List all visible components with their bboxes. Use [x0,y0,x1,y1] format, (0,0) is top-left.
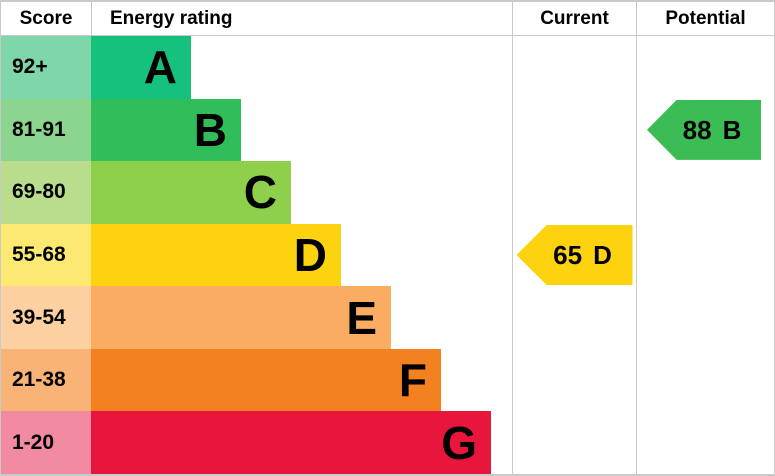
current-cell [512,348,636,412]
rating-letter: C [243,166,277,219]
rating-row: 69-80 C [1,161,774,224]
current-cell [512,411,636,474]
rating-rows: 92+ A 81-91 B 88 B 69-80 C 55-68 [1,36,774,474]
bar-area: G [91,411,512,474]
rating-bar: B [91,98,241,162]
rating-letter: B [193,103,227,156]
rating-bar: A [91,36,191,99]
rating-row: 39-54 E [1,286,774,349]
rating-letter: F [398,354,427,407]
score-range: 55-68 [1,223,91,287]
potential-rating-letter: B [722,114,742,145]
rating-row: 1-20 G [1,411,774,474]
score-range: 39-54 [1,286,91,349]
potential-score-value: 88 [682,114,712,145]
rating-letter: G [441,416,477,469]
potential-cell [636,223,774,287]
rating-bar: C [91,161,291,224]
energy-rating-column-header: Energy rating [91,2,512,35]
potential-cell [636,348,774,412]
rating-bar: F [91,348,441,412]
rating-row: 21-38 F [1,348,774,412]
potential-cell [636,411,774,474]
potential-cell [636,36,774,99]
potential-cell [636,161,774,224]
bar-area: A [91,36,512,99]
current-rating-arrow: 65 D [516,225,633,286]
score-range: 92+ [1,36,91,99]
rating-letter: D [293,229,327,282]
potential-rating-arrow: 88 B [647,99,761,160]
bar-area: B [91,98,512,162]
current-cell [512,286,636,349]
bar-area: F [91,348,512,412]
potential-cell: 88 B [636,98,774,162]
bar-area: C [91,161,512,224]
rating-letter: E [346,291,377,344]
current-score-value: 65 [553,240,583,271]
potential-column-header: Potential [636,2,774,35]
rating-bar: D [91,223,341,287]
current-cell: 65 D [512,223,636,287]
score-range: 1-20 [1,411,91,474]
current-cell [512,36,636,99]
rating-row: 81-91 B 88 B [1,98,774,162]
rating-bar: G [91,411,491,474]
score-column-header: Score [19,7,73,29]
current-cell [512,161,636,224]
score-range: 69-80 [1,161,91,224]
current-column-header: Current [512,2,636,35]
bar-area: E [91,286,512,349]
bar-area: D [91,223,512,287]
current-cell [512,98,636,162]
score-range: 81-91 [1,98,91,162]
rating-row: 55-68 D 65 D [1,223,774,287]
table-header: Score Energy rating Current Potential [1,2,774,36]
rating-bar: E [91,286,391,349]
score-range: 21-38 [1,348,91,412]
current-rating-letter: D [593,240,612,271]
rating-letter: A [143,41,177,94]
potential-cell [636,286,774,349]
rating-row: 92+ A [1,36,774,99]
